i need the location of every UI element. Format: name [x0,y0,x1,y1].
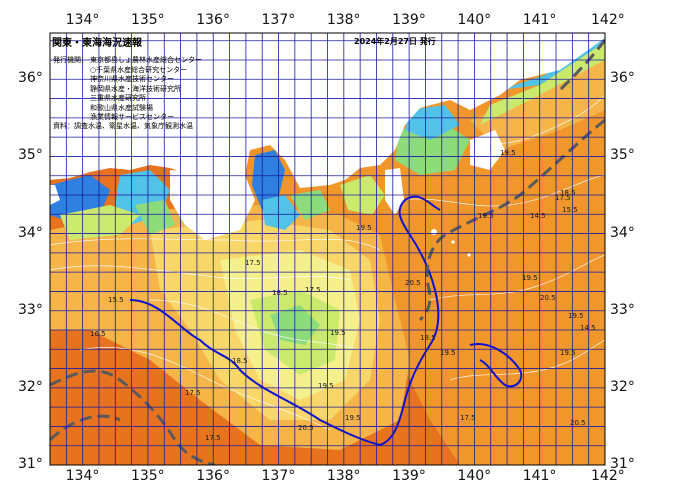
isotherm-label: 17.5 [460,414,476,422]
isotherm-label: 19.5 [568,312,584,320]
issuer-item: 和歌山県水産試験場 [90,103,153,112]
kuroshio-axis-ne [558,39,605,92]
latitude-label-right: 35° [610,147,635,164]
sea-region-kii-green [135,200,175,235]
sea-region-bay-green [395,120,470,175]
isotherm-label: 14.5 [530,212,546,220]
longitude-label-bottom: 135° [130,468,165,484]
sea-region-ne-coastal [470,60,605,150]
isotherm-label: 20.5 [540,294,556,302]
isotherm-label: 19.5 [440,349,456,357]
longitude-label-top: 142° [591,12,625,28]
map-frame [49,32,606,466]
isotherm-label: 17.5 [205,434,221,442]
longitude-label-top: 141° [522,12,557,28]
longitude-label-top: 135° [130,12,165,28]
longitude-label-bottom: 139° [392,468,426,484]
latitude-label-left: 34° [18,224,43,241]
longitude-label-top: 140° [457,12,492,28]
sea-region-kii-lime [60,205,140,240]
sea-region-mikawa [290,190,330,220]
land-izu-peninsula [385,168,404,215]
isotherm-label: 20.5 [570,419,586,427]
longitude-label-bottom: 141° [522,468,557,484]
isotherm-label: 20.5 [405,279,421,287]
latitude-label-right: 31° [610,456,635,472]
latitude-label-right: 33° [610,301,635,318]
isotherm-label: 14.5 [580,324,596,332]
latitude-label-right: 36° [610,70,635,87]
longitude-label-bottom: 142° [591,468,625,484]
kuroshio-axis-south [50,414,121,442]
issuer-label: 発行機関： [53,56,88,64]
issue-date: 2024年2月27日 発行 [354,37,436,46]
island-oshima [431,229,437,235]
issuer-item: ○千葉県水産総合研究センター [90,65,188,74]
longitude-label-bottom: 134° [65,468,100,484]
latitude-label-left: 33° [18,301,43,318]
issuer-item: 漁業情報サービスセンター [90,113,174,121]
isotherm-label: 18.5 [272,289,288,297]
island-miyake [451,240,455,244]
isotherm-label: 19.5 [560,349,576,357]
latitude-label-left: 32° [18,378,43,395]
kuroshio-front-line [129,195,441,447]
latitude-label-left: 31° [18,456,43,472]
isotherm-label: 18.5 [420,334,436,342]
longitude-label-bottom: 137° [261,468,296,484]
isotherm-label: 19.5 [478,212,494,220]
sea-surface: 15.516.517.518.519.520.517.519.518.519.5… [50,33,605,465]
longitude-label-bottom: 138° [326,468,361,484]
isotherm-label: 15.5 [108,296,124,304]
issuer-item: 東京都島しょ農林水産総合センター [90,56,202,64]
longitude-label-top: 138° [326,12,361,28]
isotherm-label: 18.5 [232,357,248,365]
latitude-label-left: 36° [18,70,43,87]
longitude-label-top: 136° [196,12,230,28]
issuer-item: 静岡県水産・海洋技術研究所 [90,84,181,93]
island-hachijo [467,253,471,257]
sea-region-ne-green [480,40,605,125]
isotherm-label: 19.5 [345,414,361,422]
isotherm-label: 17.5 [185,389,201,397]
front-eddy [469,343,523,388]
longitude-label-top: 134° [65,12,100,28]
kuroshio-axis [418,118,605,322]
sea-region-bay-cyan [405,105,460,140]
isotherm-label: 19.5 [318,382,334,390]
isotherm-label: 17.5 [555,194,571,202]
isotherm-label: 19.5 [356,224,372,232]
isotherm-label: 16.5 [90,330,106,338]
isotherm-label: 20.5 [298,424,314,432]
issuer-item: 三重県水産研究所 [90,94,146,102]
lat-lon-grid [50,33,605,465]
isotherm-label: 15.5 [562,206,578,214]
latitude-label-right: 34° [610,224,635,241]
latitude-label-left: 35° [18,147,43,164]
isotherm-labels: 15.516.517.518.519.520.517.519.518.519.5… [90,149,596,442]
longitude-label-bottom: 136° [196,468,230,484]
latitude-label-right: 32° [610,378,635,395]
longitude-label-top: 137° [261,12,296,28]
isotherm-label: 17.5 [305,286,321,294]
isotherm-label: 19.5 [522,274,538,282]
kuroshio-axis-west [50,369,216,465]
longitude-label-bottom: 140° [457,468,492,484]
land-boso-peninsula [470,130,505,170]
sea-region-ise-cyan [262,195,300,230]
land-kii-peninsula [170,170,255,240]
isotherm-label: 18.5 [560,189,576,197]
materials-note: 資料：調査水温、衛星水温、気象庁観測水温 [53,122,193,130]
isotherm-label: 17.5 [245,259,261,267]
longitude-label-top: 139° [392,12,426,28]
isotherm-label: 19.5 [500,149,516,157]
isotherm-label: 19.5 [330,329,346,337]
map-title: 関東・東海海況速報 [52,38,142,49]
issuer-item: 神奈川県水産技術センター [90,75,174,83]
